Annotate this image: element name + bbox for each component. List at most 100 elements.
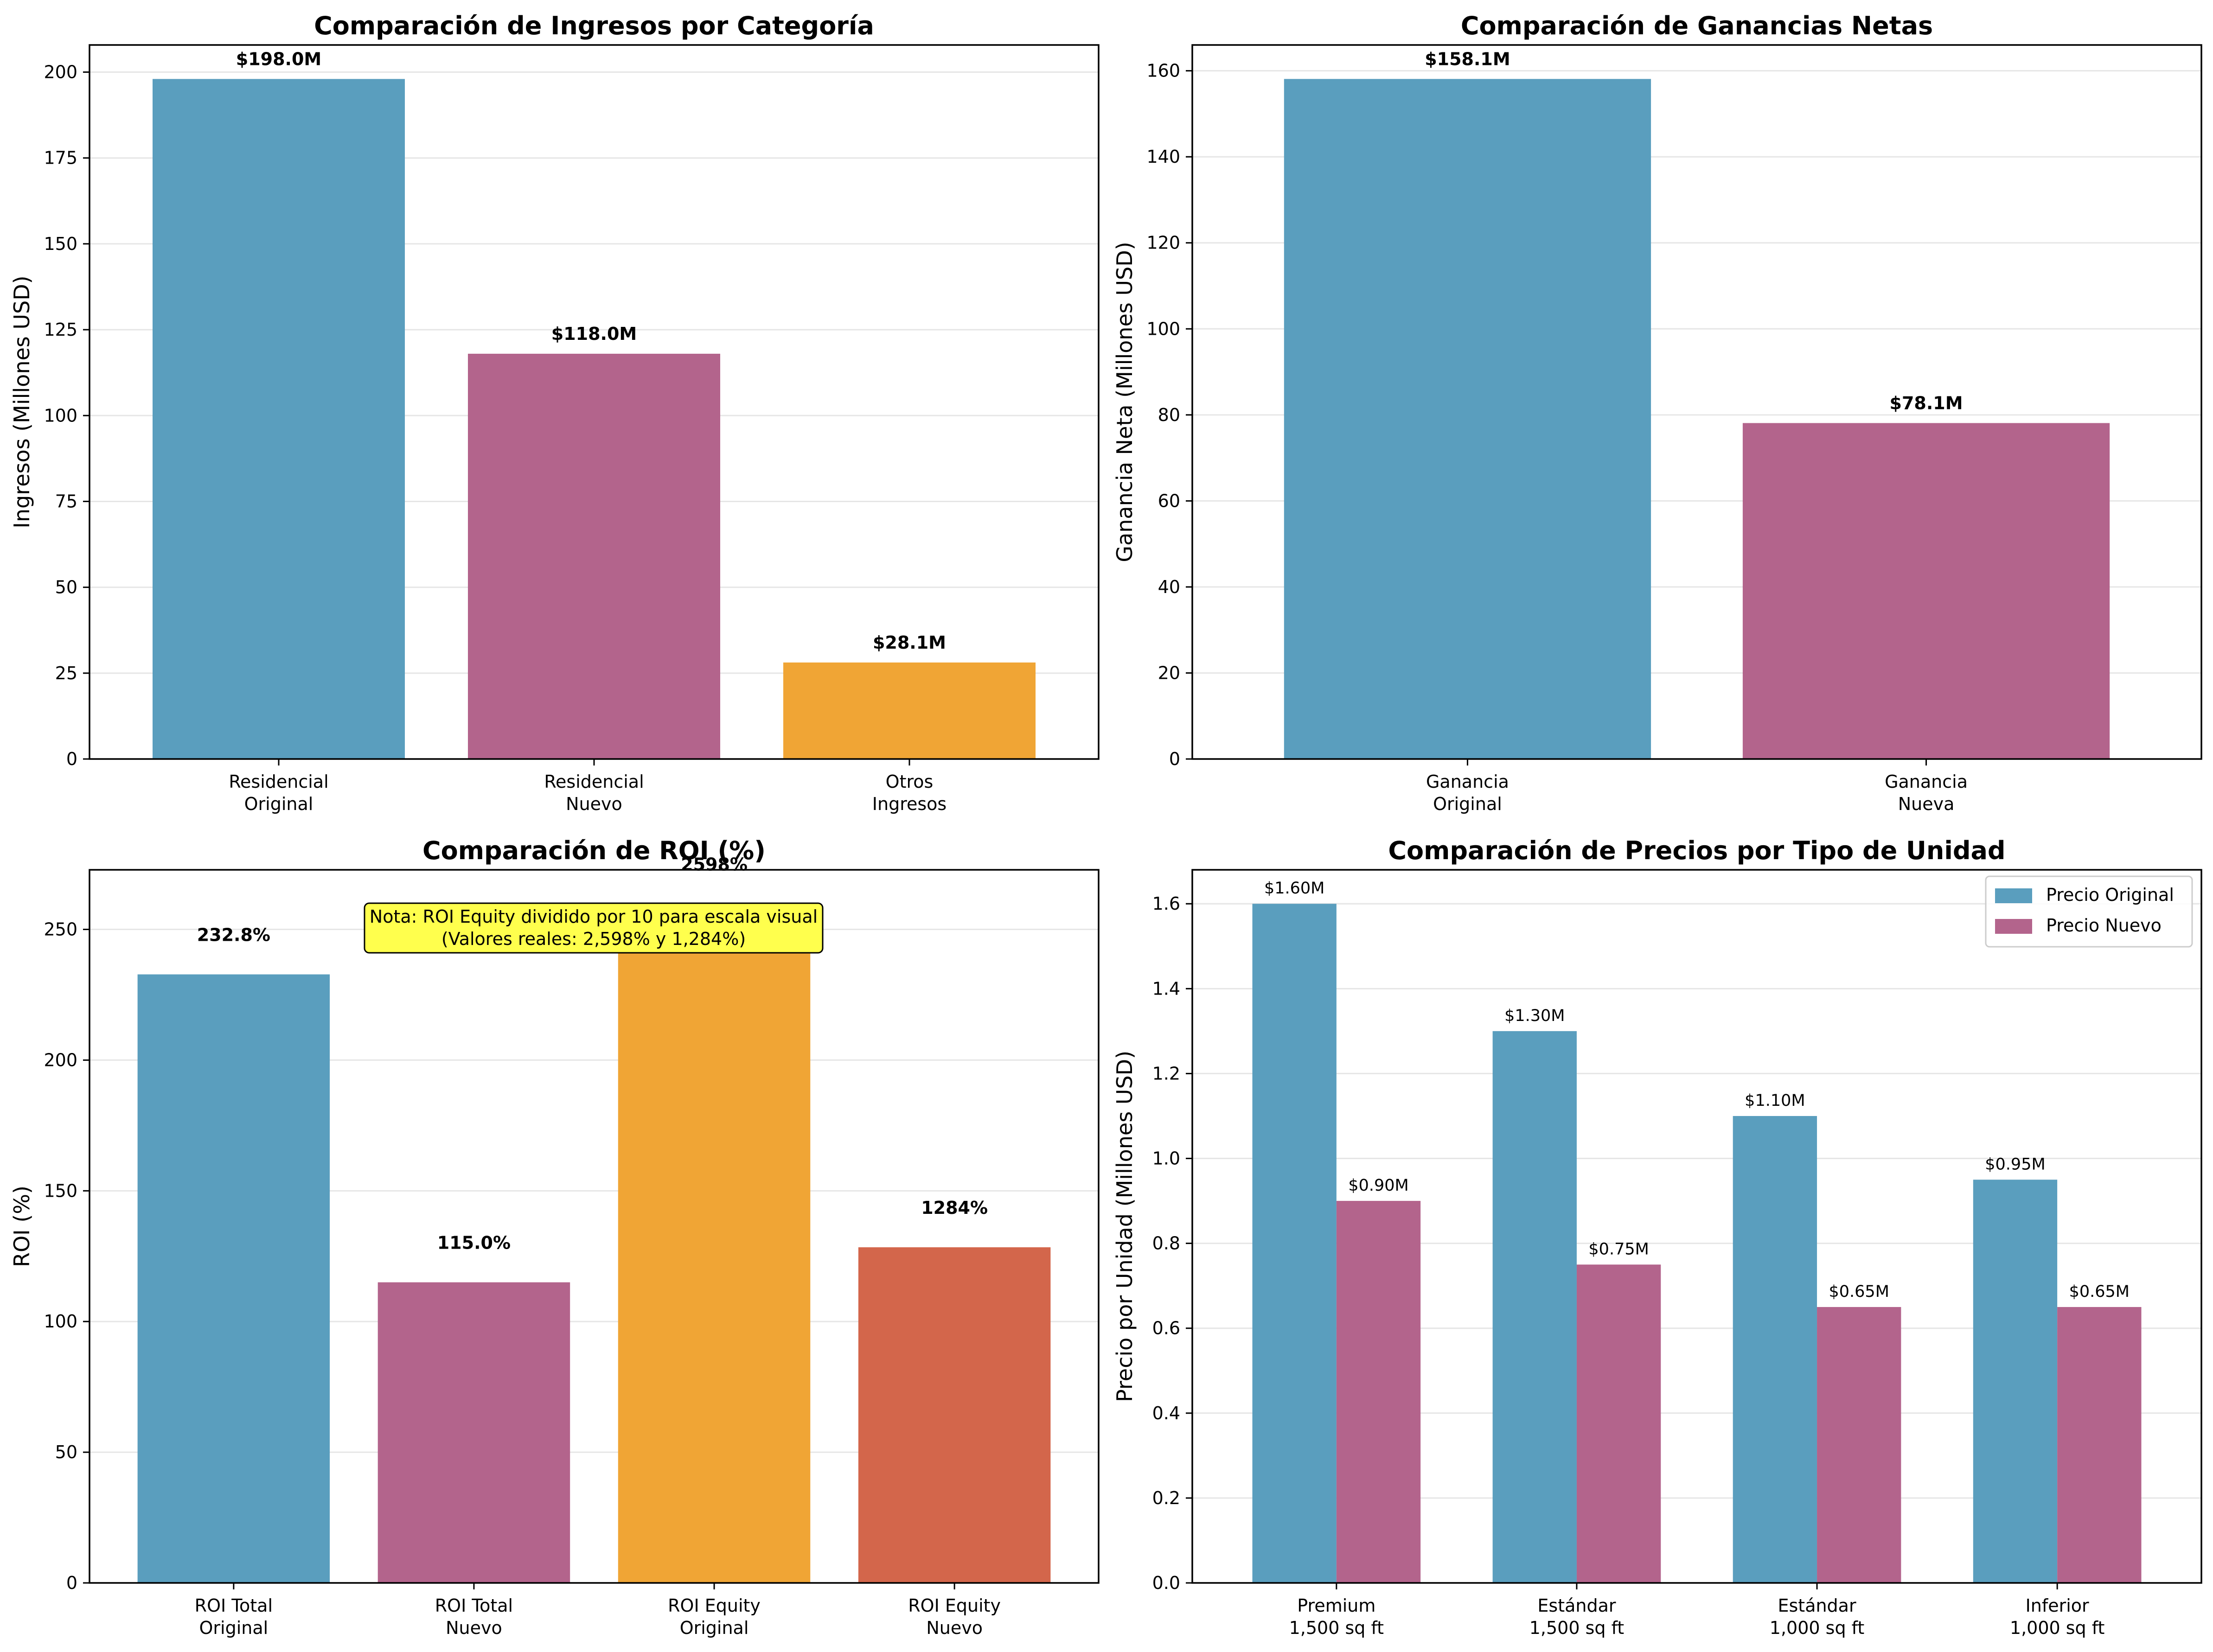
bar (468, 353, 720, 759)
data-label: 232.8% (197, 925, 270, 945)
bar (1492, 1031, 1577, 1583)
y-tick-label: 150 (44, 234, 77, 254)
axes-frame (1191, 44, 2202, 760)
bar (1742, 423, 2110, 759)
y-tick-label: 50 (55, 577, 77, 598)
bar (377, 1282, 570, 1583)
x-tick-label: ROI Equity Original (668, 1595, 761, 1638)
chart-panel-1: $198.0M $118.0M $28.1M 0 25 50 75 100 125 150 175 2… (9, 11, 1100, 814)
y-tick-label: 1.2 (1152, 1063, 1180, 1084)
data-label: 115.0% (437, 1233, 511, 1253)
y-tick-label: 25 (55, 663, 77, 683)
x-tick-label: Ganancia Original (1426, 772, 1509, 814)
x-tick-label: Estándar 1,500 sq ft (1529, 1595, 1624, 1638)
data-label: $198.0M (236, 49, 321, 69)
data-label: $1.10M (1745, 1091, 1805, 1110)
y-tick-label: 0 (1169, 749, 1180, 769)
y-axis-label: Precio por Unidad (Millones USD) (1112, 1051, 1137, 1402)
y-tick-label: 75 (55, 491, 77, 511)
data-label: $1.30M (1504, 1007, 1565, 1025)
x-tick-label: Estándar 1,000 sq ft (1770, 1595, 1864, 1638)
y-tick-label: 50 (55, 1442, 77, 1462)
chart-title: Comparación de Precios por Tipo de Unida… (1388, 836, 2005, 865)
axes-frame (89, 869, 1100, 1584)
y-tick-label: 0.2 (1152, 1488, 1180, 1508)
x-tick-label: Ganancia Nueva (1885, 772, 1968, 814)
bar (2057, 1307, 2142, 1583)
y-tick-label: 1.0 (1152, 1148, 1180, 1169)
y-tick-label: 150 (44, 1180, 77, 1201)
y-tick-label: 100 (44, 405, 77, 426)
y-tick-label: 40 (1158, 577, 1180, 597)
bar (1973, 1180, 2058, 1583)
y-tick-label: 20 (1158, 663, 1180, 683)
data-label: $0.90M (1348, 1176, 1408, 1195)
y-tick-label: 0.4 (1152, 1403, 1180, 1423)
x-tick-label: Premium 1,500 sq ft (1289, 1595, 1384, 1638)
x-tick-label: ROI Equity Nuevo (908, 1595, 1001, 1638)
y-tick-label: 0.8 (1152, 1233, 1180, 1254)
annotation-box (364, 902, 824, 954)
bar (783, 662, 1036, 759)
y-tick-label: 200 (44, 62, 77, 83)
legend-box (1985, 875, 2193, 948)
chart-panel-4: $1.60M $1.30M $1.10M $0.95M $0.90M $0.75M $0.6… (1112, 836, 2202, 1638)
data-label: $0.75M (1588, 1240, 1649, 1258)
x-tick-label: Residencial Nuevo (544, 772, 644, 814)
y-tick-label: 120 (1146, 233, 1180, 253)
y-tick-label: 125 (44, 319, 77, 340)
chart-title: Comparación de Ingresos por Categoría (314, 11, 874, 40)
y-tick-label: 1.4 (1152, 978, 1180, 999)
y-tick-label: 0 (66, 749, 77, 769)
data-label: $28.1M (873, 632, 946, 653)
y-axis-label: ROI (%) (9, 1186, 34, 1267)
bar (1576, 1264, 1661, 1583)
y-tick-label: 140 (1146, 147, 1180, 167)
y-tick-label: 0.6 (1152, 1318, 1180, 1339)
y-tick-label: 160 (1146, 61, 1180, 81)
y-axis-label: Ingresos (Millones USD) (9, 275, 34, 528)
chart-title: Comparación de ROI (%) (422, 836, 766, 865)
y-tick-label: 100 (44, 1311, 77, 1332)
y-tick-label: 1.6 (1152, 893, 1180, 914)
x-tick-label: Residencial Original (229, 772, 328, 814)
x-tick-label: Otros Ingresos (872, 772, 947, 814)
bar (1817, 1307, 1901, 1583)
data-label: 1284% (921, 1198, 988, 1218)
legend-swatch (1995, 919, 2032, 934)
chart-title: Comparación de Ganancias Netas (1461, 11, 1933, 40)
bar (153, 79, 405, 759)
annotation-text: Nota: ROI Equity dividido por 10 para es… (370, 906, 818, 949)
chart-panel-3: 232.8% 115.0% 2598% 1284% 0 50 100 150 200 250 ROI… (9, 836, 1100, 1638)
bar (1336, 1201, 1421, 1583)
bar (618, 904, 811, 1583)
bar (1733, 1116, 1817, 1583)
x-tick-label: Inferior 1,000 sq ft (2010, 1595, 2104, 1638)
bar (1252, 904, 1337, 1583)
bar (1284, 79, 1651, 759)
data-label: $78.1M (1890, 393, 1963, 413)
data-label: $158.1M (1425, 49, 1510, 69)
y-tick-label: 100 (1146, 319, 1180, 339)
chart-panel-2: $158.1M $78.1M 0 20 40 60 80 100 120 140 160 Gananc… (1112, 11, 2202, 814)
legend-label: Precio Nuevo (2046, 915, 2162, 936)
data-label: $118.0M (551, 324, 637, 344)
y-tick-label: 175 (44, 148, 77, 168)
y-axis-label: Ganancia Neta (Millones USD) (1112, 242, 1137, 562)
x-tick-label: ROI Total Nuevo (435, 1595, 513, 1638)
bar (137, 974, 330, 1583)
bar (858, 1247, 1051, 1583)
y-tick-label: 0 (66, 1573, 77, 1593)
y-tick-label: 60 (1158, 491, 1180, 511)
y-tick-label: 0.0 (1152, 1573, 1180, 1593)
y-tick-label: 80 (1158, 405, 1180, 425)
y-tick-label: 250 (44, 919, 77, 940)
legend-swatch (1995, 888, 2032, 903)
data-label: $0.95M (1985, 1155, 2045, 1174)
data-label: $0.65M (2069, 1282, 2130, 1301)
y-tick-label: 200 (44, 1050, 77, 1070)
data-label: 2598% (681, 854, 748, 874)
axes-frame (1191, 869, 2202, 1584)
legend-label: Precio Original (2046, 885, 2174, 905)
